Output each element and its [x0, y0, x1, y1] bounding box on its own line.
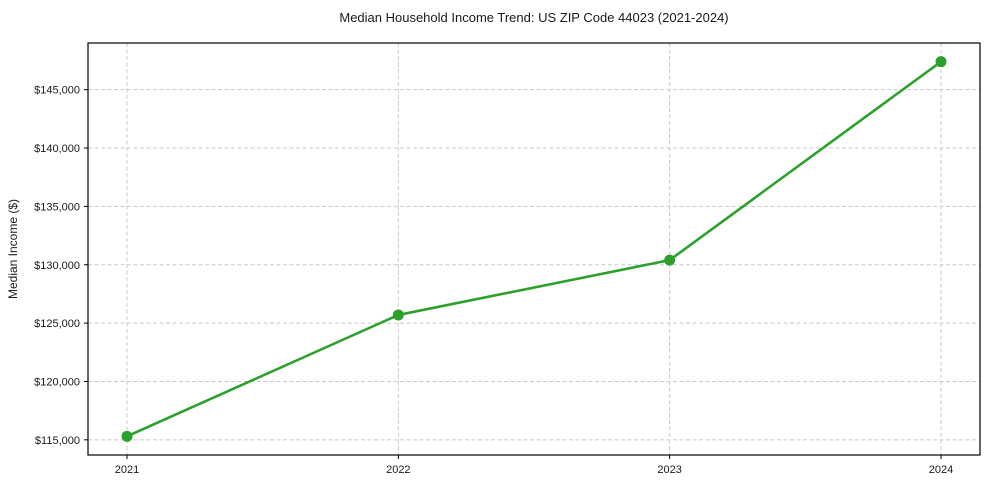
gridlines [88, 43, 980, 455]
data-point-2022 [392, 309, 404, 321]
y-tick-label: $120,000 [34, 376, 80, 388]
plot-border [87, 42, 981, 456]
y-tick-label: $145,000 [34, 85, 80, 97]
x-tick-label: 2024 [929, 464, 953, 476]
y-tick-label: $135,000 [34, 201, 80, 213]
y-tick-label: $140,000 [34, 143, 80, 155]
y-axis-label: Median Income ($) [6, 199, 20, 299]
data-point-2024 [935, 56, 947, 68]
tick-marks [84, 89, 942, 459]
tick-labels: $115,000 $120,000 $125,000 $130,000 $135,000… [34, 85, 953, 476]
x-tick-label: 2021 [115, 464, 139, 476]
trend-line [125, 60, 943, 438]
axes-frame [87, 42, 981, 456]
x-tick-label: 2022 [386, 464, 410, 476]
chart-title: Median Household Income Trend: US ZIP Co… [339, 10, 728, 25]
trend-line-series [121, 56, 947, 442]
data-point-2021 [121, 430, 133, 442]
y-tick-label: $115,000 [35, 435, 80, 447]
x-tick-label: 2023 [657, 464, 681, 476]
y-tick-label: $125,000 [34, 318, 80, 330]
data-point-2023 [664, 254, 676, 266]
y-tick-label: $130,000 [34, 260, 80, 272]
